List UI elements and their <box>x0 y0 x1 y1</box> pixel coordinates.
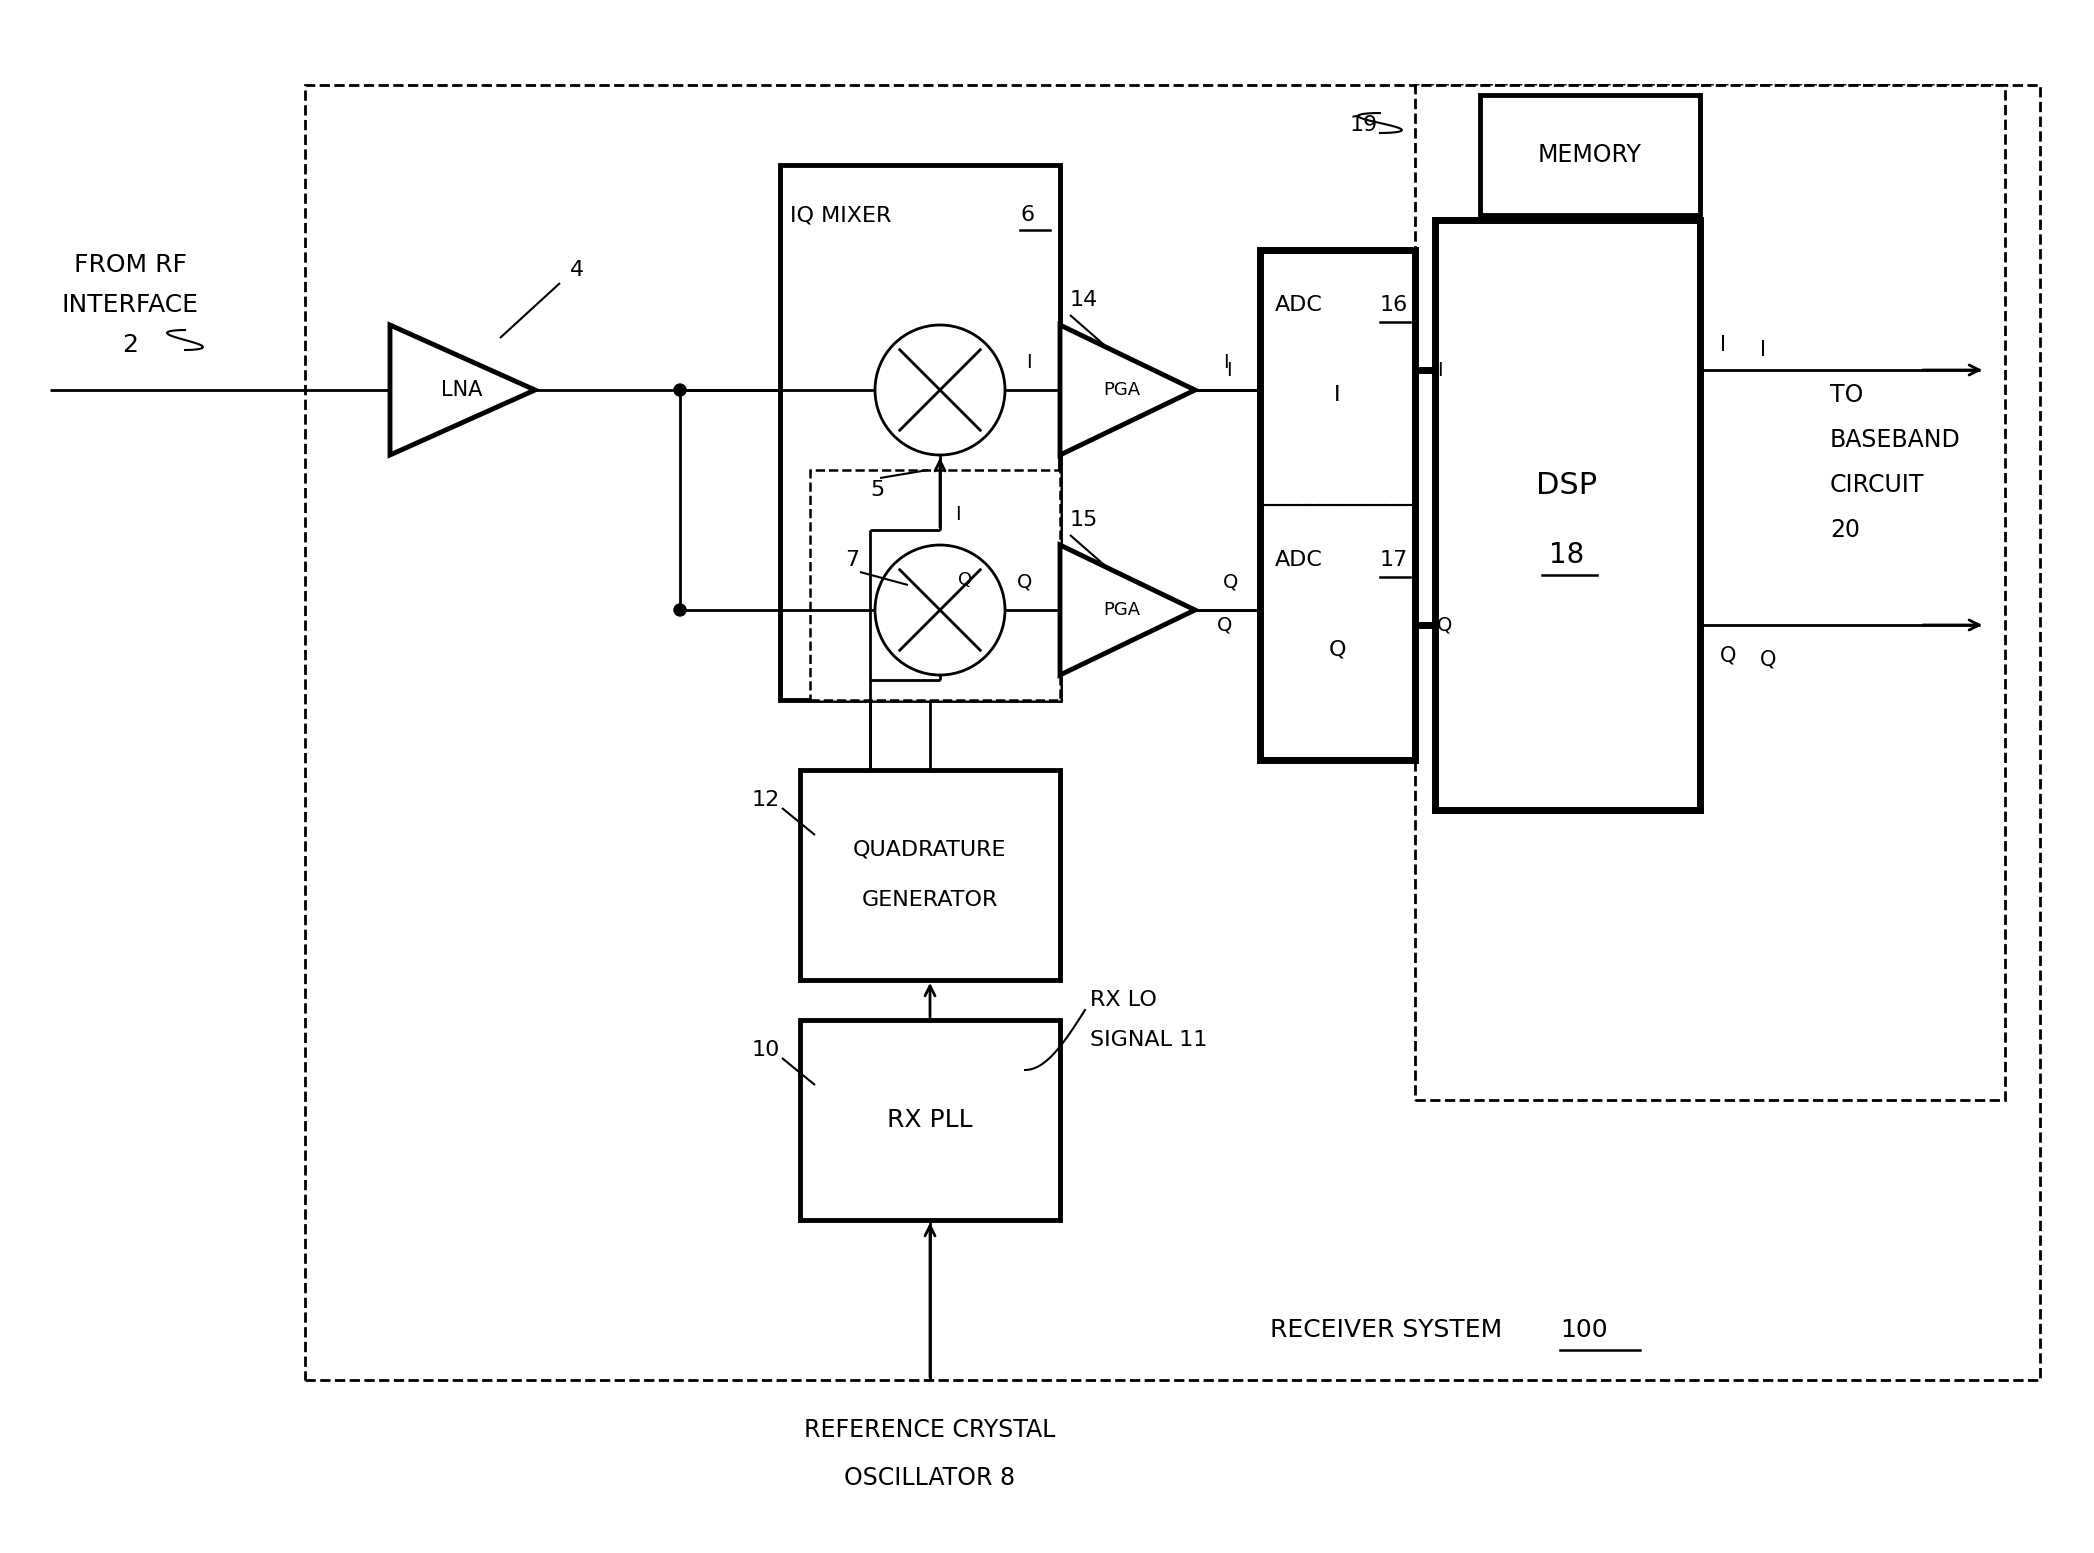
Text: PGA: PGA <box>1104 380 1141 399</box>
Text: SIGNAL 11: SIGNAL 11 <box>1091 1030 1208 1050</box>
Text: I: I <box>955 505 961 525</box>
Bar <box>810 471 1060 700</box>
Text: OSCILLATOR 8: OSCILLATOR 8 <box>844 1466 1016 1489</box>
Text: Q: Q <box>1016 573 1032 592</box>
Text: 6: 6 <box>1020 205 1034 225</box>
Polygon shape <box>1060 545 1196 676</box>
Text: 100: 100 <box>1560 1318 1608 1342</box>
Polygon shape <box>389 325 534 455</box>
Text: Q: Q <box>1759 651 1776 669</box>
Text: I: I <box>1334 385 1340 405</box>
Text: I: I <box>1227 360 1231 379</box>
Text: DSP: DSP <box>1537 471 1598 500</box>
Text: PGA: PGA <box>1104 601 1141 620</box>
Text: REFERENCE CRYSTAL: REFERENCE CRYSTAL <box>804 1418 1055 1443</box>
Text: ADC: ADC <box>1275 550 1323 570</box>
Text: BASEBAND: BASEBAND <box>1830 429 1960 452</box>
Text: I: I <box>1223 353 1229 371</box>
Bar <box>1480 95 1700 214</box>
Text: Q: Q <box>1719 644 1736 665</box>
Polygon shape <box>1060 325 1196 455</box>
Text: 12: 12 <box>752 790 779 811</box>
Text: Q: Q <box>957 572 972 589</box>
Text: 17: 17 <box>1380 550 1409 570</box>
Text: 15: 15 <box>1070 509 1099 530</box>
Bar <box>800 1020 1060 1221</box>
Text: QUADRATURE: QUADRATURE <box>852 840 1007 860</box>
Text: FROM RF: FROM RF <box>73 253 186 276</box>
Text: IQ MIXER: IQ MIXER <box>789 205 892 225</box>
Text: RX LO: RX LO <box>1091 989 1156 1009</box>
Text: TO: TO <box>1830 384 1864 407</box>
Text: I: I <box>1719 335 1725 356</box>
Bar <box>779 165 1060 700</box>
Text: GENERATOR: GENERATOR <box>863 890 999 910</box>
Text: Q: Q <box>1436 615 1453 635</box>
Text: 18: 18 <box>1550 540 1585 568</box>
Text: 14: 14 <box>1070 290 1097 311</box>
Text: 7: 7 <box>846 550 859 570</box>
Bar <box>800 770 1060 980</box>
Text: CIRCUIT: CIRCUIT <box>1830 474 1924 497</box>
Text: MEMORY: MEMORY <box>1539 143 1642 168</box>
Text: 16: 16 <box>1380 295 1409 315</box>
Text: I: I <box>1436 360 1443 379</box>
Bar <box>1434 221 1700 811</box>
Text: 10: 10 <box>752 1041 779 1061</box>
Bar <box>306 85 2040 1381</box>
Text: 2: 2 <box>121 332 138 357</box>
Text: 19: 19 <box>1351 115 1378 135</box>
Text: I: I <box>1026 353 1032 371</box>
Text: Q: Q <box>1217 615 1231 635</box>
Text: Q: Q <box>1223 573 1238 592</box>
Text: 20: 20 <box>1830 519 1859 542</box>
Text: RECEIVER SYSTEM: RECEIVER SYSTEM <box>1269 1318 1501 1342</box>
Circle shape <box>674 604 687 617</box>
Bar <box>1261 250 1416 759</box>
Text: I: I <box>1759 340 1765 360</box>
Bar <box>1416 85 2004 1100</box>
Text: 4: 4 <box>570 259 584 280</box>
Text: LNA: LNA <box>442 380 484 401</box>
Text: INTERFACE: INTERFACE <box>61 294 199 317</box>
Text: RX PLL: RX PLL <box>888 1107 974 1132</box>
Text: 5: 5 <box>869 480 884 500</box>
Text: ADC: ADC <box>1275 295 1323 315</box>
Text: Q: Q <box>1328 640 1346 660</box>
Circle shape <box>674 384 687 396</box>
